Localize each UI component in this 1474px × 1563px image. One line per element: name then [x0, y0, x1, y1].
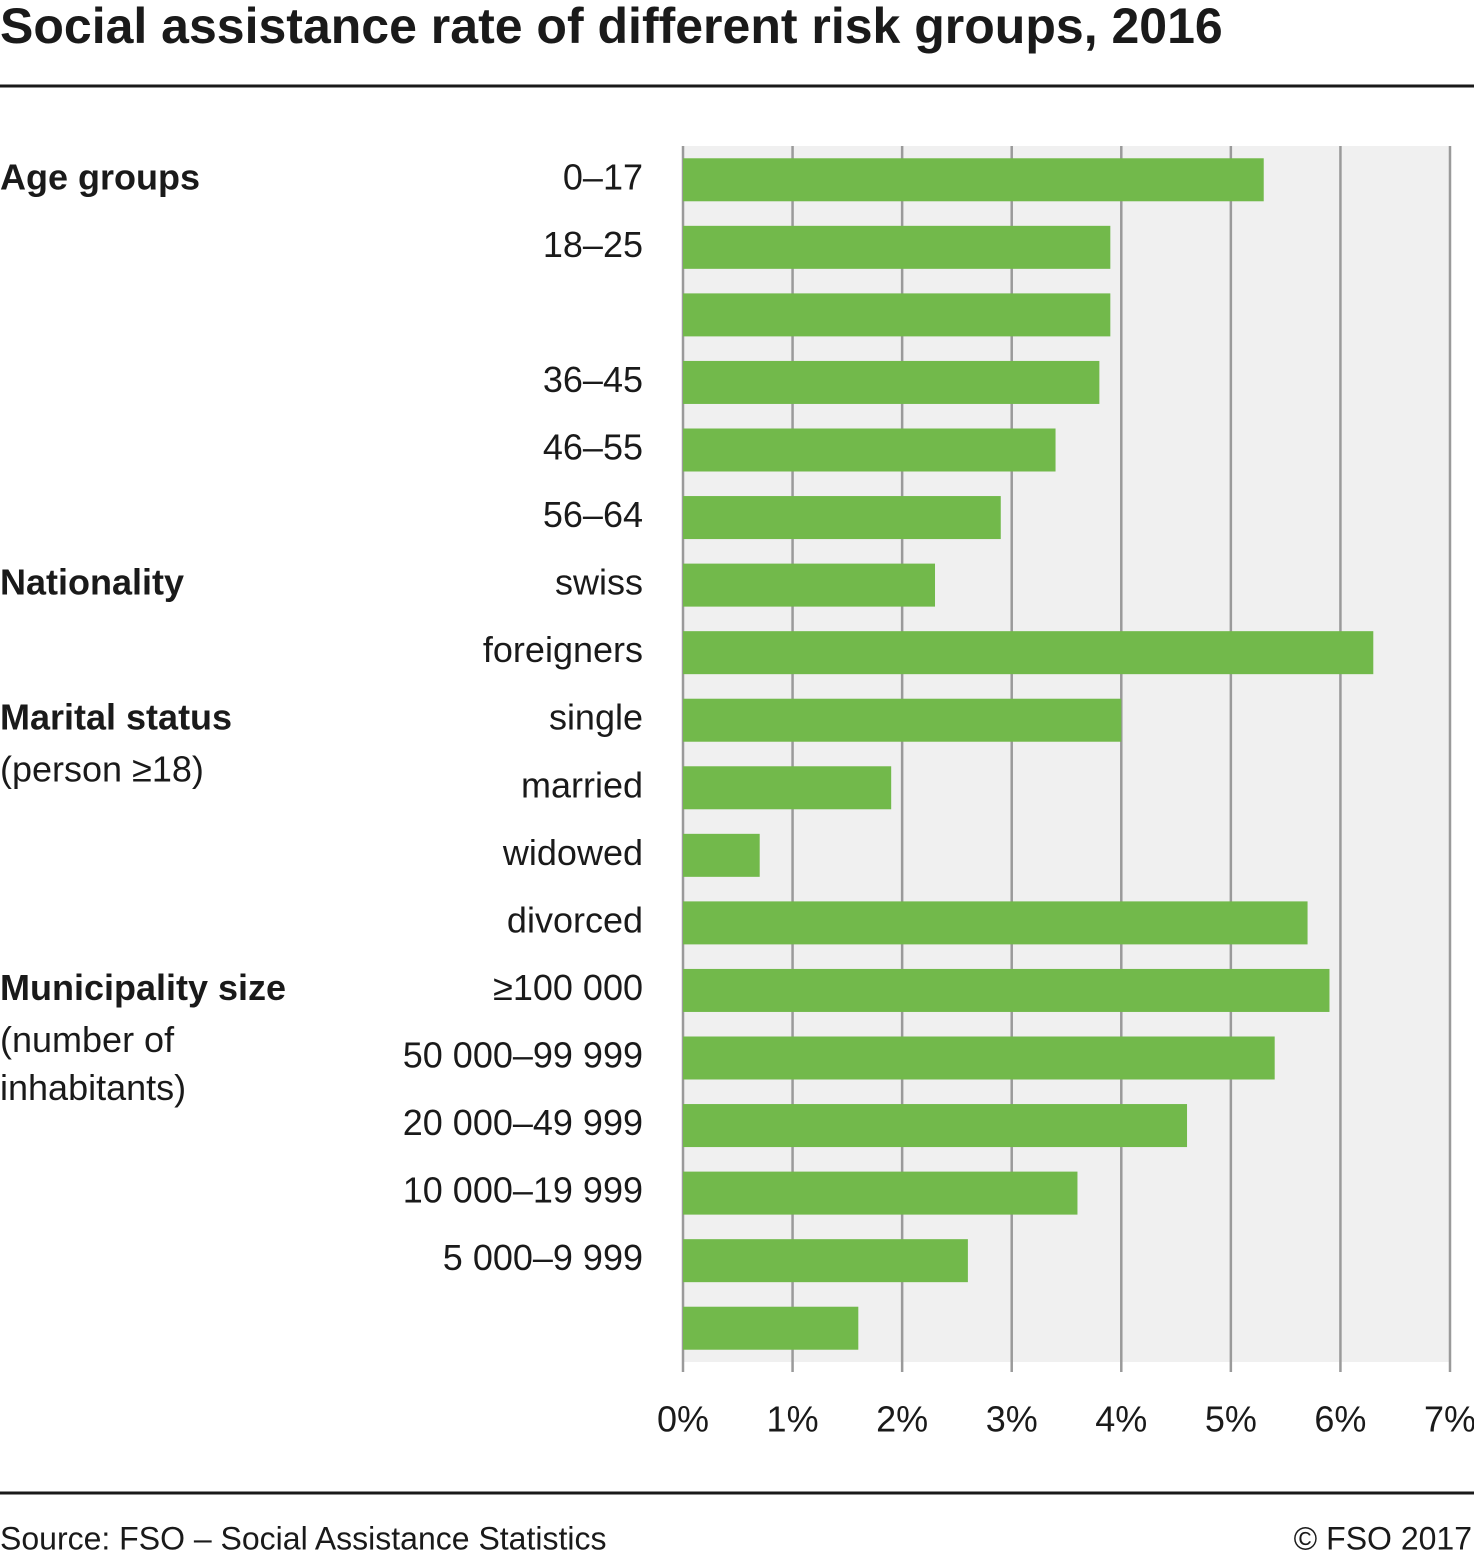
group-note: inhabitants) [0, 1067, 186, 1108]
x-tick-label: 4% [1095, 1399, 1147, 1440]
source: Source: FSO – Social Assistance Statisti… [0, 1520, 606, 1556]
y-tick-label: single [549, 697, 643, 738]
group-note: (person ≥18) [0, 749, 204, 790]
x-tick-label: 0% [657, 1399, 709, 1440]
bar [683, 833, 760, 877]
group-label: Age groups [0, 156, 200, 197]
x-tick-label: 2% [876, 1399, 928, 1440]
y-tick-label: 50 000–99 999 [403, 1035, 643, 1076]
x-tick-label: 7% [1424, 1399, 1474, 1440]
bar [683, 968, 1330, 1012]
y-tick-label: 0–17 [563, 156, 643, 197]
x-tick-label: 5% [1205, 1399, 1257, 1440]
bar [683, 766, 892, 810]
group-label: Marital status [0, 697, 232, 738]
group-label: Nationality [0, 562, 184, 603]
bar [683, 293, 1111, 337]
y-tick-label: foreigners [483, 629, 643, 670]
bar [683, 428, 1056, 472]
bar [683, 1036, 1275, 1080]
x-tick-label: 1% [767, 1399, 819, 1440]
y-tick-label: married [521, 764, 643, 805]
group-note: (number of [0, 1019, 175, 1060]
bar [683, 1104, 1188, 1148]
y-tick-label: widowed [502, 832, 643, 873]
y-tick-label: 20 000–49 999 [403, 1102, 643, 1143]
x-tick-label: 6% [1314, 1399, 1366, 1440]
y-tick-label: 5 000–9 999 [443, 1237, 643, 1278]
y-tick-label: divorced [507, 899, 643, 940]
bar [683, 360, 1100, 404]
bar [683, 1239, 968, 1283]
y-tick-label: 46–55 [543, 427, 643, 468]
chart-title: Social assistance rate of different risk… [0, 0, 1223, 54]
bar [683, 1306, 859, 1350]
bar [683, 496, 1001, 540]
y-tick-label: 56–64 [543, 494, 643, 535]
bar [683, 698, 1122, 742]
y-tick-label: 10 000–19 999 [403, 1170, 643, 1211]
y-tick-label: swiss [555, 562, 643, 603]
y-tick-label: 36–45 [543, 359, 643, 400]
copyright: © FSO 2017 [1294, 1520, 1472, 1556]
y-tick-label: 18–25 [543, 224, 643, 265]
y-tick-label: ≥100 000 [493, 967, 643, 1008]
x-tick-label: 3% [986, 1399, 1038, 1440]
bar [683, 631, 1374, 675]
plot-background [683, 146, 1450, 1362]
bar [683, 1171, 1078, 1215]
bar [683, 225, 1111, 269]
bar [683, 158, 1264, 202]
bar [683, 901, 1308, 945]
bar [683, 563, 936, 607]
group-label: Municipality size [0, 967, 286, 1008]
